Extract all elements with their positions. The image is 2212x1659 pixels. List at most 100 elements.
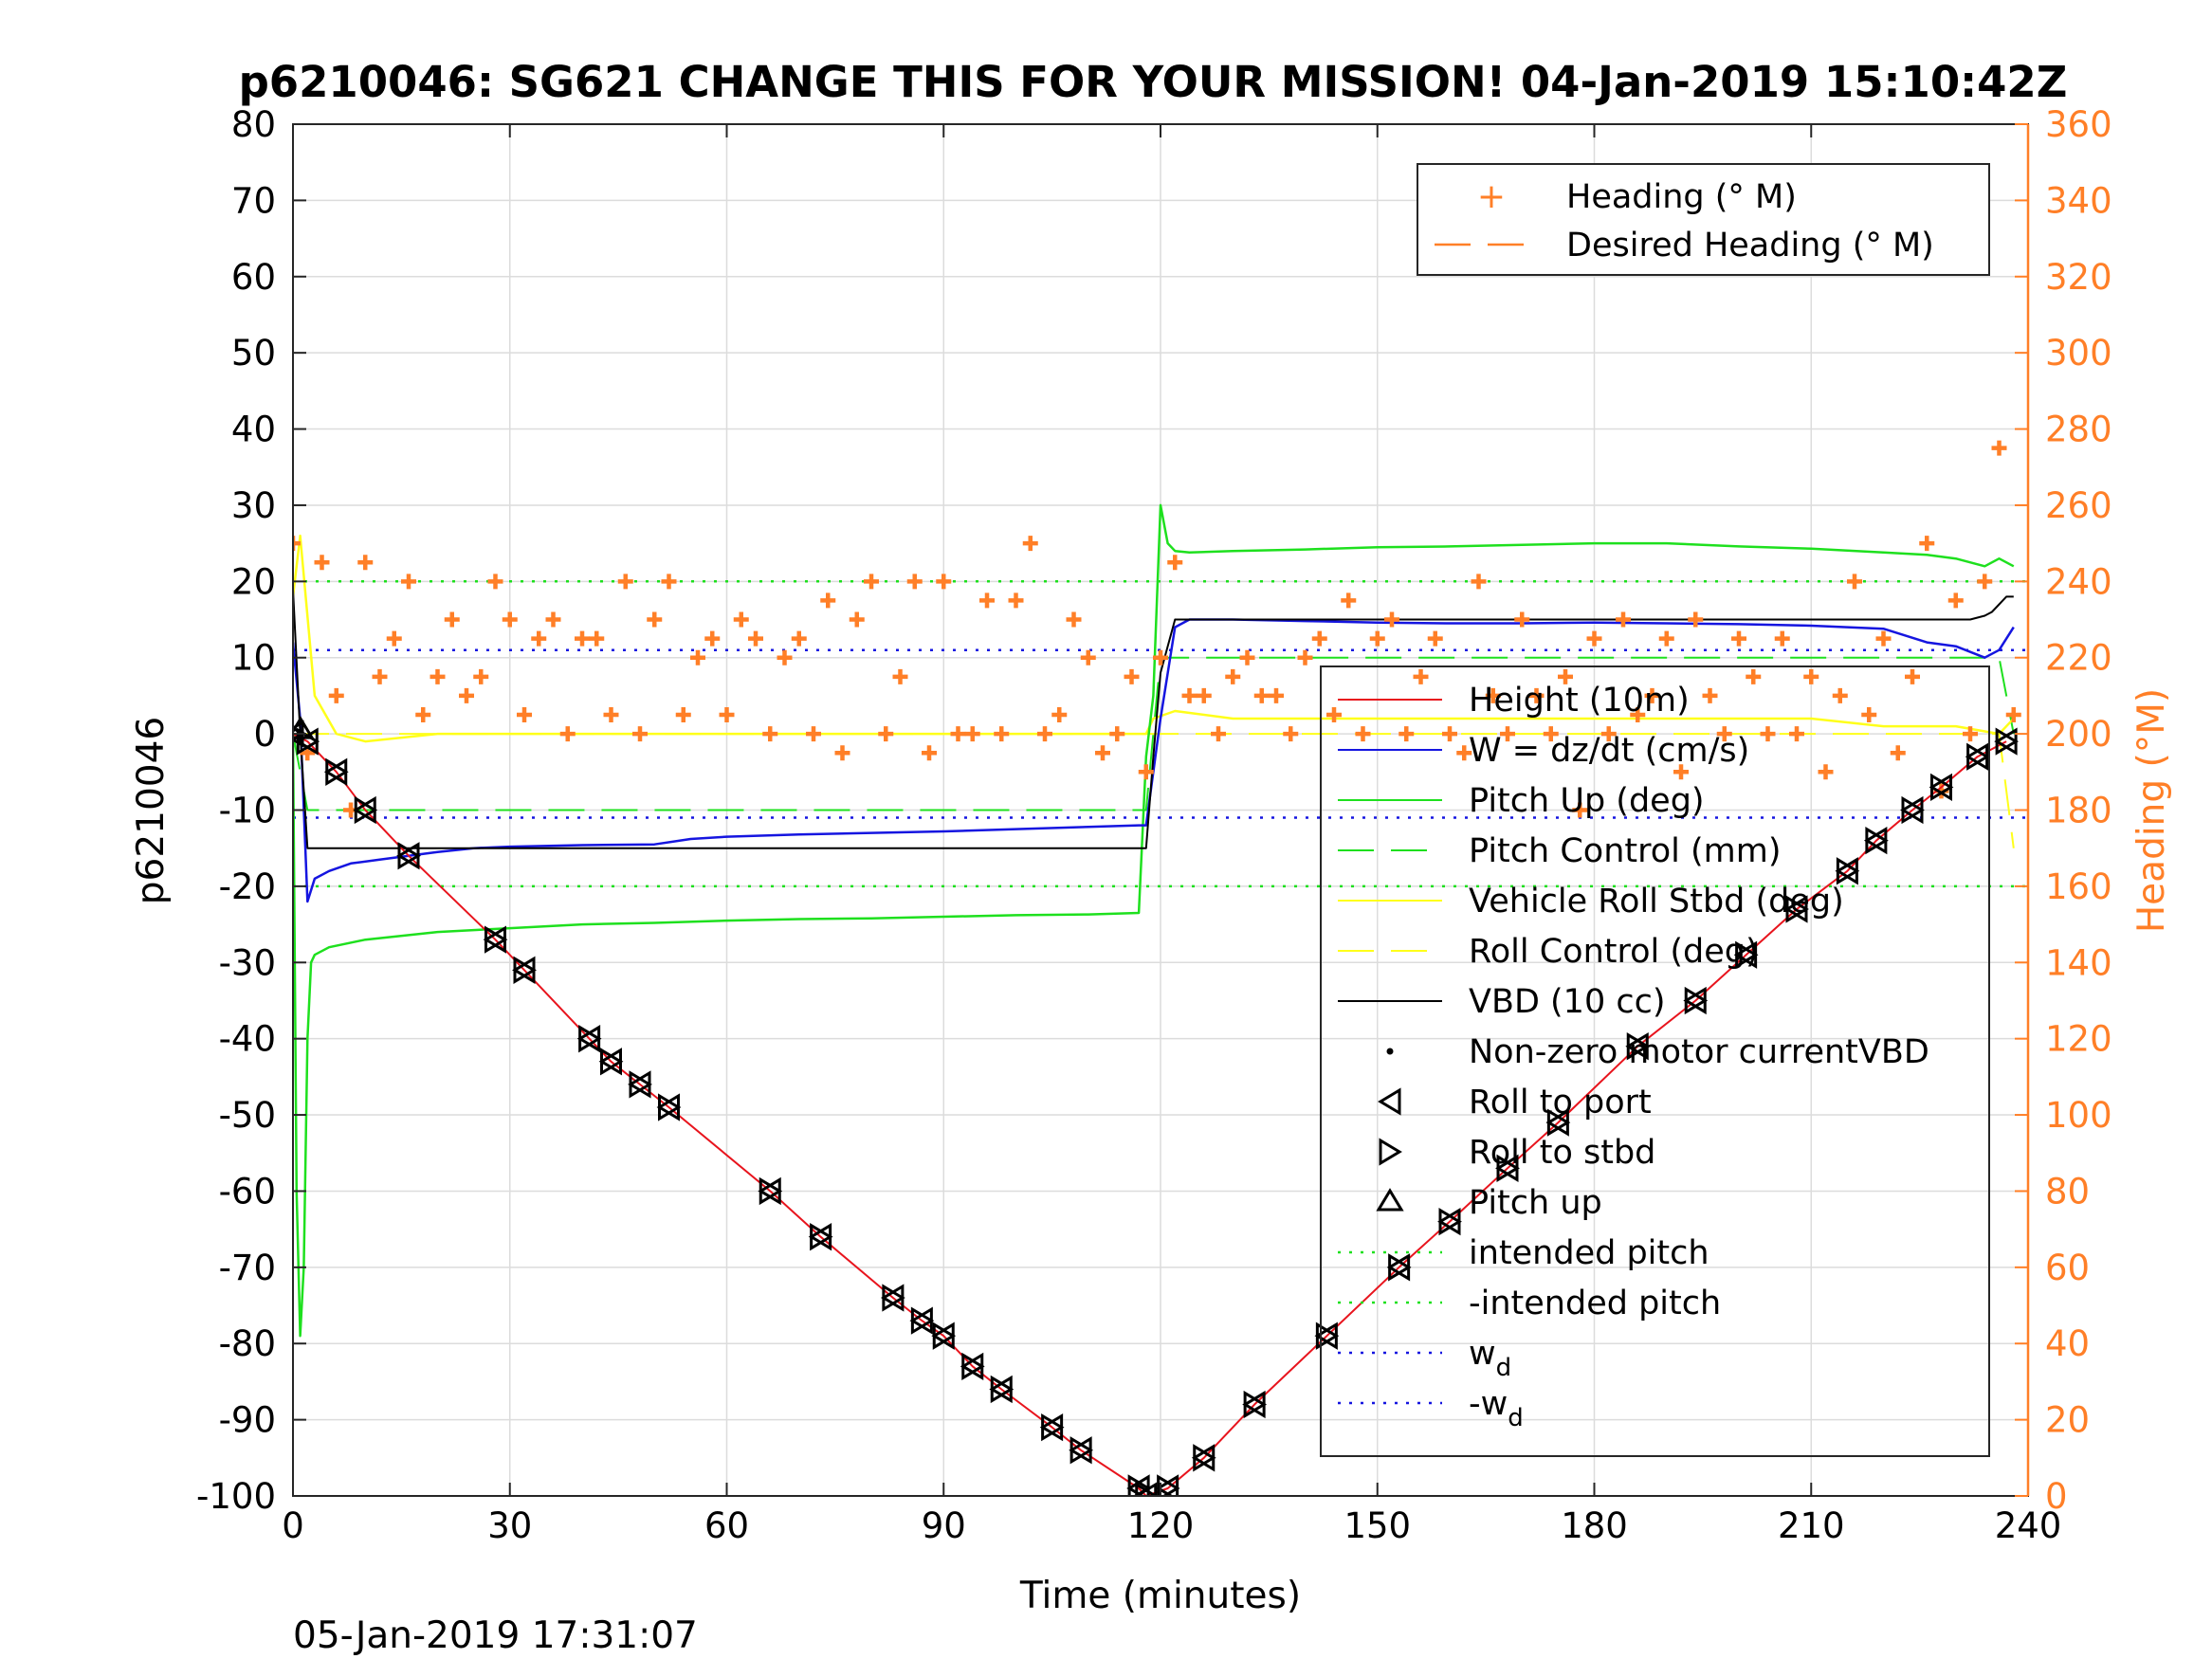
heading-point [1616,611,1631,628]
heading-point [704,630,721,647]
heading-point [1138,764,1154,780]
heading-point [357,555,374,571]
legend-entry-height: Height (10m) [1469,682,1690,720]
heading-point [1746,668,1762,684]
roll-stbd-marker [1836,857,1860,885]
heading-point [1080,649,1096,665]
y-right-tick-label: 20 [2045,1400,2090,1441]
legend-heading-box [1417,163,1990,276]
heading-point [1196,687,1212,703]
roll-stbd-marker [990,1375,1015,1404]
heading-point [936,574,952,590]
heading-point [1109,726,1125,742]
x-tick-label: 180 [1561,1505,1628,1546]
heading-point [1485,687,1501,703]
roll-stbd-marker [759,1176,783,1206]
heading-point [617,574,633,590]
heading-point [459,687,474,703]
roll-stbd-marker [1901,795,1925,825]
legend-roll-stbd-marker-icon [1379,1138,1402,1166]
heading-point [791,630,807,647]
y-tick-label: 0 [253,714,276,755]
heading-point [386,630,402,647]
heading-point [864,574,879,590]
heading-point [690,649,705,665]
heading-point [1326,707,1342,723]
roll-stbd-marker [961,1352,985,1380]
heading-point [748,630,763,647]
legend-wd-subscript: d [1496,1354,1512,1382]
heading-point [415,707,431,723]
roll-stbd-marker [1135,1482,1159,1496]
series-line-pitch-up-deg [293,503,2015,1338]
roll-stbd-marker [1069,1436,1094,1465]
heading-point [517,707,532,723]
roll-stbd-marker [1735,940,1759,969]
heading-point [559,726,576,742]
heading-point [1225,668,1241,684]
heading-point [1471,574,1487,590]
y-right-tick-label: 340 [2045,180,2112,221]
heading-point [1919,536,1935,552]
roll-stbd-marker [484,925,508,954]
heading-point [531,630,547,647]
heading-point [1413,668,1429,684]
y-right-tick-label: 260 [2045,485,2112,526]
heading-point [922,745,937,761]
y-right-tick-label: 80 [2045,1171,2090,1212]
heading-point [1528,687,1545,703]
heading-point [328,687,344,703]
heading-point [1832,687,1848,703]
y-right-tick-label: 60 [2045,1248,2090,1288]
legend-main: Height (10m) W = dz/dt (cm/s) Pitch Up (… [1320,665,1990,1457]
legend-entry-vbd: VBD (10 cc) [1469,983,1666,1021]
heading-point [2005,707,2021,723]
roll-markers [293,716,2020,1496]
legend-entry-roll-stbd-marker: Roll to stbd [1469,1134,1655,1172]
legend-entry-neg-wd: -wd [1469,1385,1524,1432]
legend-entry-w: W = dz/dt (cm/s) [1469,732,1749,770]
heading-point [1124,668,1140,684]
legend-main-box [1320,665,1990,1457]
heading-point [1600,726,1617,742]
heading-point [545,611,561,628]
legend-pitch-up-marker-icon [1376,1188,1404,1212]
heading-point [487,574,503,590]
heading-marker-icon: + [1477,177,1506,216]
y-right-tick-label: 320 [2045,257,2112,298]
x-tick-label: 90 [922,1505,966,1546]
legend-heading-entry: Heading (° M) [1566,178,1797,216]
heading-point [950,726,966,742]
heading-point [1008,592,1024,609]
roll-stbd-marker [1966,742,1990,771]
heading-point [777,649,793,665]
heading-point [502,611,518,628]
heading-point [1456,745,1472,761]
series-line-vehicle-roll-stbd-deg [293,534,2015,743]
y-tick-label: 50 [231,333,276,374]
roll-stbd-marker [882,1284,905,1312]
roll-stbd-marker [932,1322,957,1350]
y-right-tick-label: 140 [2045,942,2112,983]
heading-point [1963,726,1978,742]
heading-point [1239,649,1255,665]
y-axis-right-label: Heading (°M) [2130,688,2173,933]
heading-point [603,707,619,723]
heading-point [1716,726,1732,742]
y-tick-label: 80 [231,104,276,145]
y-right-tick-label: 40 [2045,1323,2090,1364]
heading-point [964,726,980,742]
roll-stbd-marker [1626,1032,1651,1061]
heading-point [820,592,836,609]
heading-point [372,668,388,684]
roll-stbd-marker [354,795,378,825]
y-tick-label: 40 [231,410,276,450]
series-line-height-10m [293,733,2007,1496]
legend-entry-pitch-up-marker: Pitch up [1469,1184,1602,1222]
heading-point [878,726,894,742]
roll-stbd-marker [397,842,421,870]
x-tick-label: 120 [1127,1505,1195,1546]
roll-stbd-marker [1041,1413,1065,1442]
heading-point [1558,668,1573,684]
